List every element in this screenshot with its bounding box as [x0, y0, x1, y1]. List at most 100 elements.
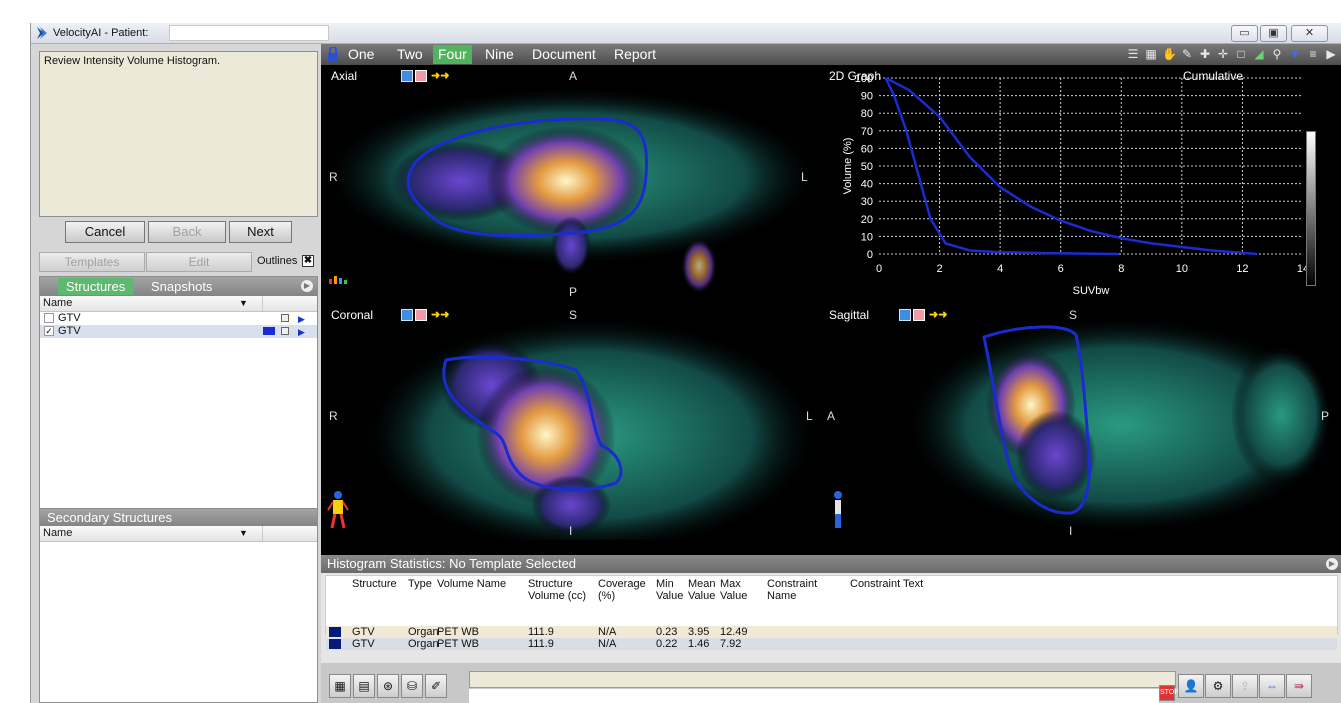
minimize-button[interactable]: ▭	[1231, 25, 1258, 42]
graph-view[interactable]: 2D Graph Cumulative 0 10 20 30 40 50 60 70 80 90 1…	[821, 66, 1341, 301]
layout-icon[interactable]: ▦	[1145, 47, 1157, 61]
play-arrow-icon[interactable]: ▶	[298, 327, 305, 337]
column-header[interactable]: Type	[408, 578, 432, 590]
left-panel: Review Intensity Volume Histogram. Cance…	[31, 44, 321, 703]
secondary-image-icon[interactable]	[415, 69, 427, 82]
play-icon[interactable]: ▶	[1326, 47, 1336, 61]
table-row[interactable]: GTV Organ PET WB 111.9 N/A 0.23 3.95 12.49	[326, 626, 1337, 638]
column-header[interactable]: Max	[720, 578, 741, 590]
table-cell: PET WB	[437, 626, 479, 638]
bottom-toolbar: ▦ ▤ ⊛ ⛁ ✐ STOP 👤 ⚙ ⇪ ⇔ ⇛	[321, 663, 1341, 703]
back-forward-icon[interactable]: ⇔	[1259, 674, 1285, 698]
outlines-toggle[interactable]: ✖	[302, 255, 314, 267]
y-axis-label: Volume (%)	[842, 138, 854, 195]
x-tick-label: 8	[1118, 263, 1124, 275]
graph-icon[interactable]: ◢	[1254, 47, 1264, 61]
back-button[interactable]: Back	[148, 221, 226, 243]
structure-name: GTV	[58, 325, 81, 337]
sync-arrows-icon[interactable]: ➜➜	[431, 70, 450, 82]
tab-report[interactable]: Report	[614, 46, 657, 62]
column-header[interactable]: Value	[720, 590, 748, 602]
close-button[interactable]: ✕	[1291, 25, 1328, 42]
sync-arrows-icon[interactable]: ➜➜	[929, 309, 948, 321]
cancel-button[interactable]: Cancel	[65, 221, 145, 243]
zoom-icon[interactable]: ⚲	[1272, 47, 1282, 61]
target-icon[interactable]: ⊛	[377, 674, 399, 698]
person-icon[interactable]: 👤	[1178, 674, 1204, 698]
sagittal-view[interactable]: Sagittal ➜➜ S I A P	[821, 305, 1341, 540]
y-tick-label: 100	[855, 73, 873, 85]
templates-button[interactable]: Templates	[39, 252, 145, 272]
play-icon[interactable]: ▶	[301, 280, 313, 292]
table-row[interactable]: GTV Organ PET WB 111.9 N/A 0.22 1.46 7.92	[326, 638, 1337, 650]
column-header[interactable]: Structure	[528, 578, 573, 590]
visibility-checkbox[interactable]: ✓	[44, 326, 54, 337]
secondary-column-header[interactable]: Name ▼	[40, 526, 317, 542]
column-header[interactable]: Volume (cc)	[528, 590, 587, 602]
tab-document[interactable]: Document	[532, 46, 596, 62]
tab-snapshots[interactable]: Snapshots	[151, 279, 213, 294]
pencil-icon[interactable]: ✎	[1181, 47, 1193, 61]
primary-image-icon[interactable]	[401, 69, 413, 82]
export-icon[interactable]: ⇪	[1232, 674, 1258, 698]
sagittal-image	[901, 315, 1341, 535]
axial-view[interactable]: Axial ➜➜ A P R L	[321, 66, 818, 301]
tab-one[interactable]: One	[348, 46, 375, 62]
series-line-1	[884, 77, 1119, 256]
lock-icon[interactable]	[327, 47, 339, 61]
tab-structures[interactable]: Structures	[58, 278, 134, 295]
chevron-down-icon[interactable]: ▼	[239, 298, 248, 308]
window-level-icon[interactable]: ☰	[1127, 47, 1139, 61]
table-view-icon[interactable]: ▤	[353, 674, 375, 698]
pen-icon[interactable]: ✐	[425, 674, 447, 698]
structures-column-header[interactable]: Name ▼	[40, 296, 317, 312]
colorbar-icon[interactable]	[329, 274, 349, 284]
lock-icon[interactable]	[281, 327, 289, 335]
column-header[interactable]: Name	[767, 590, 797, 602]
lock-icon[interactable]	[281, 314, 289, 322]
stop-icon[interactable]: STOP	[1159, 685, 1179, 701]
play-arrow-icon[interactable]: ▶	[298, 314, 305, 324]
column-header[interactable]: Volume Name	[437, 578, 507, 590]
column-header[interactable]: Structure	[352, 578, 397, 590]
restore-button[interactable]: ▣	[1260, 25, 1287, 42]
tab-four[interactable]: Four	[433, 45, 472, 64]
column-header[interactable]: Mean	[688, 578, 716, 590]
next-step-icon[interactable]: ⇛	[1286, 674, 1312, 698]
next-button[interactable]: Next	[229, 221, 292, 243]
tab-two[interactable]: Two	[397, 46, 423, 62]
coronal-view[interactable]: Coronal ➜➜ S I R L	[321, 305, 818, 540]
column-header[interactable]: Coverage	[598, 578, 646, 590]
structure-color-swatch[interactable]	[263, 327, 275, 335]
cross-icon[interactable]: ✛	[1217, 47, 1229, 61]
y-tick-label: 80	[861, 108, 873, 120]
play-icon[interactable]: ▶	[1326, 558, 1338, 570]
primary-image-icon[interactable]	[401, 308, 413, 321]
structure-row[interactable]: ✓ GTV ▶	[40, 325, 317, 338]
primary-image-icon[interactable]	[899, 308, 911, 321]
pan-hand-icon[interactable]: ✋	[1162, 47, 1177, 61]
column-header[interactable]: Value	[688, 590, 716, 602]
grid-view-icon[interactable]: ▦	[329, 674, 351, 698]
rectangle-icon[interactable]: □	[1237, 47, 1245, 61]
edit-button[interactable]: Edit	[146, 252, 252, 272]
tab-nine[interactable]: Nine	[485, 46, 514, 62]
dropdown-icon[interactable]: ▼	[1289, 47, 1301, 61]
table-cell: N/A	[598, 638, 617, 650]
secondary-image-icon[interactable]	[913, 308, 925, 321]
column-header[interactable]: Value	[656, 590, 684, 602]
secondary-image-icon[interactable]	[415, 308, 427, 321]
crosshair-icon[interactable]: ✚	[1199, 47, 1211, 61]
structure-row[interactable]: GTV ▶	[40, 312, 317, 325]
column-header[interactable]: Min	[656, 578, 674, 590]
chevron-down-icon[interactable]: ▼	[239, 528, 248, 538]
column-header[interactable]: Constraint	[767, 578, 818, 590]
visibility-checkbox[interactable]	[44, 313, 54, 324]
column-header[interactable]: (%)	[598, 590, 616, 602]
settings-icon[interactable]: ⚙	[1205, 674, 1231, 698]
sync-arrows-icon[interactable]: ➜➜	[431, 309, 450, 321]
database-icon[interactable]: ⛁	[401, 674, 423, 698]
menu-icon[interactable]: ≡	[1309, 47, 1317, 61]
structure-name: GTV	[58, 312, 81, 324]
column-header[interactable]: Constraint Text	[850, 578, 924, 590]
